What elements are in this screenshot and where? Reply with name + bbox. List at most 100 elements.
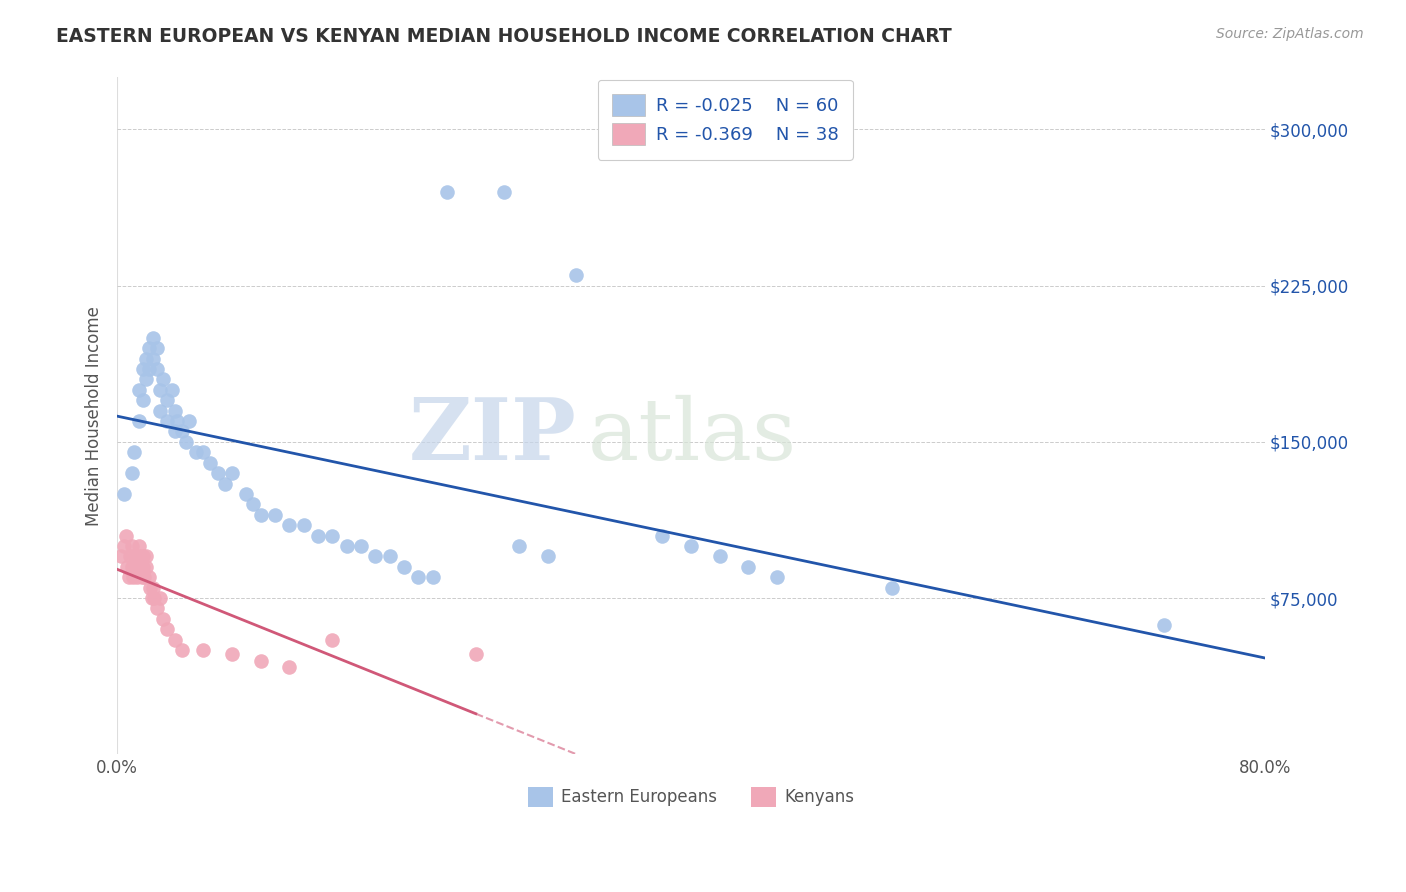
Point	[138, 341, 160, 355]
Point	[336, 539, 359, 553]
Point	[141, 591, 163, 605]
Point	[235, 487, 257, 501]
Point	[135, 559, 157, 574]
Point	[128, 549, 150, 564]
Point	[152, 372, 174, 386]
Point	[292, 518, 315, 533]
Point	[880, 581, 903, 595]
Point	[131, 570, 153, 584]
Point	[156, 414, 179, 428]
Point	[221, 466, 243, 480]
Point	[307, 528, 329, 542]
Point	[152, 612, 174, 626]
Point	[121, 539, 143, 553]
Point	[115, 559, 138, 574]
Point	[651, 528, 673, 542]
Point	[392, 559, 415, 574]
Point	[249, 653, 271, 667]
Point	[184, 445, 207, 459]
Point	[132, 549, 155, 564]
Point	[170, 425, 193, 439]
Point	[249, 508, 271, 522]
Point	[118, 570, 141, 584]
Point	[139, 581, 162, 595]
Point	[378, 549, 401, 564]
Point	[149, 383, 172, 397]
Point	[1153, 618, 1175, 632]
Point	[321, 632, 343, 647]
Point	[142, 331, 165, 345]
Point	[128, 383, 150, 397]
Point	[278, 518, 301, 533]
Point	[264, 508, 287, 522]
Point	[494, 185, 516, 199]
Point	[177, 414, 200, 428]
Point	[110, 549, 132, 564]
Y-axis label: Median Household Income: Median Household Income	[86, 306, 103, 525]
Point	[278, 659, 301, 673]
Point	[120, 549, 142, 564]
Point	[129, 559, 152, 574]
Point	[121, 559, 143, 574]
Point	[350, 539, 373, 553]
Text: Source: ZipAtlas.com: Source: ZipAtlas.com	[1216, 27, 1364, 41]
Point	[408, 570, 430, 584]
Point	[207, 466, 229, 480]
Point	[149, 403, 172, 417]
Point	[146, 341, 169, 355]
Point	[436, 185, 458, 199]
Point	[132, 362, 155, 376]
Point	[127, 570, 149, 584]
Point	[156, 622, 179, 636]
Point	[132, 393, 155, 408]
Point	[166, 414, 188, 428]
Point	[128, 414, 150, 428]
Point	[709, 549, 731, 564]
Point	[149, 591, 172, 605]
Point	[170, 643, 193, 657]
Point	[122, 570, 145, 584]
Point	[142, 581, 165, 595]
Point	[163, 425, 186, 439]
Point	[143, 591, 166, 605]
Point	[193, 445, 215, 459]
Point	[200, 456, 222, 470]
Point	[508, 539, 530, 553]
Point	[146, 601, 169, 615]
Point	[464, 647, 486, 661]
Point	[174, 434, 197, 449]
Point	[156, 393, 179, 408]
Point	[221, 647, 243, 661]
Point	[142, 351, 165, 366]
Text: atlas: atlas	[588, 394, 797, 478]
Point	[138, 362, 160, 376]
Point	[124, 445, 146, 459]
Point	[132, 559, 155, 574]
Point	[163, 632, 186, 647]
Point	[135, 549, 157, 564]
Point	[193, 643, 215, 657]
Point	[565, 268, 588, 283]
Point	[138, 570, 160, 584]
Legend: Eastern Europeans, Kenyans: Eastern Europeans, Kenyans	[522, 780, 860, 814]
Point	[536, 549, 558, 564]
Point	[134, 570, 156, 584]
Point	[128, 539, 150, 553]
Point	[146, 362, 169, 376]
Point	[766, 570, 789, 584]
Point	[422, 570, 444, 584]
Point	[242, 497, 264, 511]
Point	[160, 383, 183, 397]
Point	[214, 476, 236, 491]
Point	[679, 539, 702, 553]
Point	[125, 559, 148, 574]
Text: ZIP: ZIP	[409, 394, 576, 478]
Point	[737, 559, 759, 574]
Point	[112, 487, 135, 501]
Point	[124, 549, 146, 564]
Point	[321, 528, 343, 542]
Point	[135, 351, 157, 366]
Point	[163, 403, 186, 417]
Point	[112, 539, 135, 553]
Point	[114, 528, 136, 542]
